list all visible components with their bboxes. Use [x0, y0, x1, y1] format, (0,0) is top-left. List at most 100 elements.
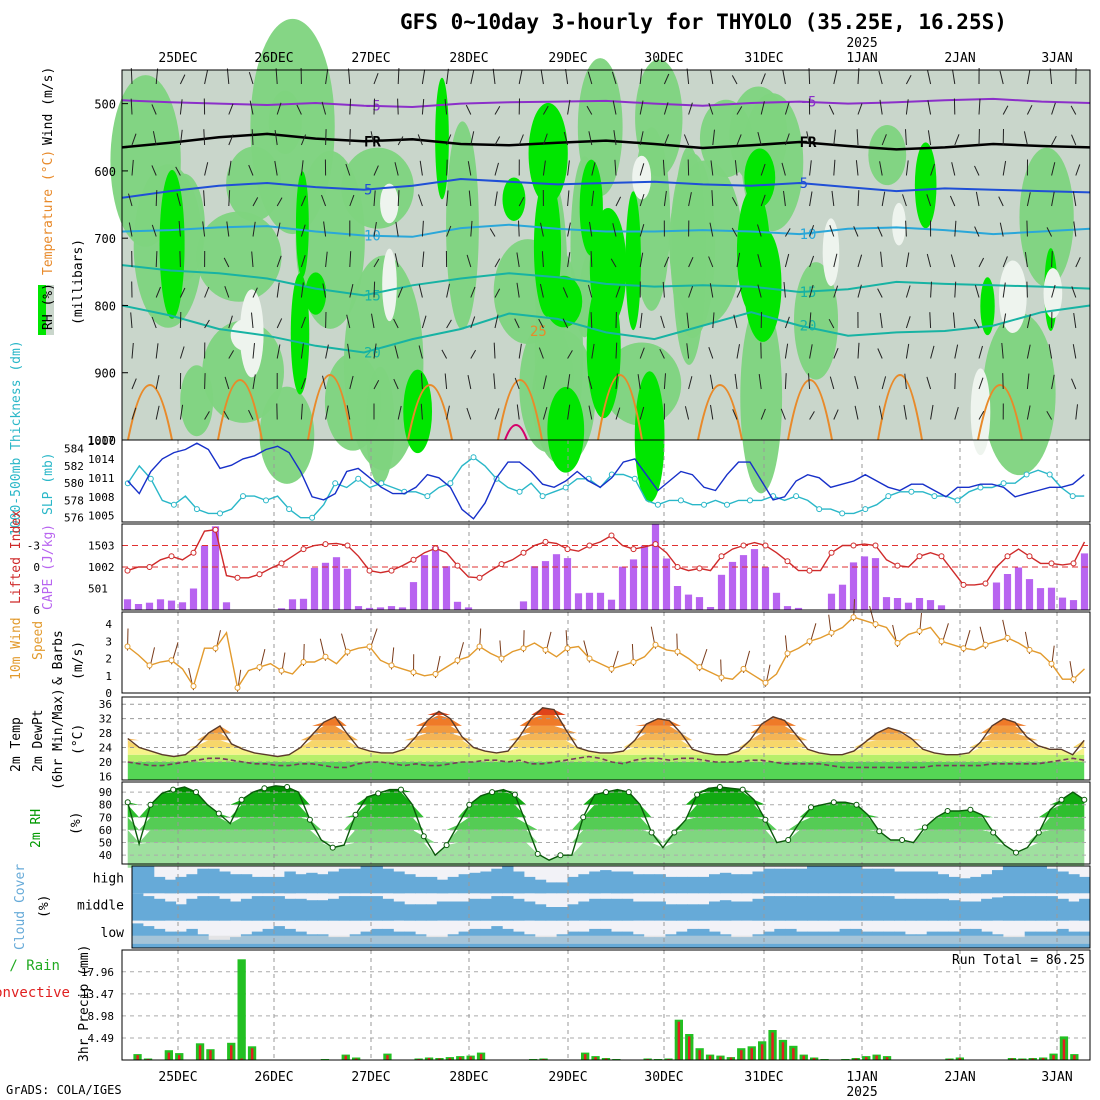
wind-barb [782, 69, 786, 85]
wind-barb [954, 134, 960, 146]
precip-convective-bar [354, 1058, 358, 1060]
wind-barb [586, 105, 593, 115]
wind-speed-line-point [322, 653, 329, 660]
cloud-cell-high [208, 868, 220, 894]
wind-barb [224, 286, 230, 298]
rh-tick-label: 90 [99, 786, 112, 799]
thickness-line-point [447, 480, 454, 487]
cloud-cell-high [894, 871, 906, 894]
cape-bar [343, 568, 352, 610]
precip-total-bar [237, 959, 246, 1060]
lifted-index-line-point [278, 560, 285, 567]
lifted-index-line-point [784, 558, 791, 565]
wind-barb [540, 69, 544, 85]
chart-title: GFS 0~10day 3-hourly for THYOLO (35.25E,… [400, 10, 1007, 34]
wind-barb [417, 134, 423, 146]
lifted-index-line-point [894, 562, 901, 569]
cloud-cell-high [883, 868, 895, 894]
wind-barb [540, 222, 544, 237]
wind-barb [204, 162, 209, 176]
cape-bar [145, 602, 154, 610]
wind-barb [999, 70, 1004, 85]
rh-band-high [545, 275, 583, 328]
lifted-index-line-point [652, 541, 659, 548]
cloud-cell-middle [796, 896, 808, 921]
rh2m-line-point [808, 804, 814, 811]
wind-barb [421, 69, 426, 85]
wind-tick-label: 0 [105, 687, 112, 700]
lifted-index-line-point [1070, 560, 1077, 567]
wind-barb [587, 376, 593, 390]
wind-barb [954, 281, 957, 298]
wind-barb [446, 190, 449, 207]
wind-barb [1026, 104, 1033, 115]
lifted-index-line-point [674, 564, 681, 570]
isotherm-25-arc [497, 379, 543, 441]
thickness-line-point [908, 488, 915, 495]
cape-bar [519, 601, 528, 610]
wind-barb [518, 343, 522, 359]
wind-barb [397, 136, 404, 146]
cloud-cell-high [719, 872, 732, 894]
wind-barb [494, 314, 499, 329]
thickness-tick-label: 578 [64, 494, 84, 507]
temperature-axis-label: Temperature (°C) [41, 150, 56, 275]
wind-barb [615, 407, 621, 420]
rh-band-high [914, 142, 937, 229]
rh-band [982, 312, 1056, 476]
cape-bar [728, 561, 737, 610]
cloud-cell-high [1079, 876, 1091, 894]
rh2m-line-point [147, 801, 154, 808]
rh-band [180, 365, 214, 437]
wind-speed-line-point [586, 655, 593, 662]
precip-convective-bar [865, 1057, 868, 1060]
wind-barb [467, 375, 472, 390]
cloud-cell-high [796, 868, 808, 894]
rh2m-line-point [625, 789, 632, 796]
wind-barb [203, 190, 206, 207]
top-date-label: 29DEC [548, 51, 587, 66]
li-tick-label: 6 [33, 604, 40, 617]
bottom-date-label: 31DEC [744, 1070, 783, 1085]
precip-convective-bar [1073, 1055, 1076, 1060]
wind-barb [542, 375, 547, 390]
cloud-cell-high [175, 876, 187, 894]
cloud-cell-high [142, 866, 155, 894]
cloud-cell-high [730, 874, 743, 894]
lifted-index-line-point [476, 574, 483, 581]
cloud-cell-high [349, 868, 362, 894]
wind-speed-line-point [762, 679, 769, 686]
rh2m-line-point [899, 837, 906, 843]
wind-barb [347, 343, 351, 359]
wind-barb [833, 409, 839, 420]
wind-speed-line-point [432, 671, 439, 677]
wind-barb [1026, 192, 1031, 207]
rh-axis-label: RH (%) [41, 283, 56, 330]
wind-barb [736, 106, 743, 115]
lifted-index-line-point [520, 549, 527, 556]
wind-barb [494, 191, 498, 207]
wind-speed-line-point [630, 659, 637, 665]
bottom-date-label: 26DEC [254, 1070, 293, 1085]
wind-barb [444, 373, 448, 390]
wind-barb [567, 99, 571, 115]
wind-barb [373, 73, 379, 85]
minmax-axis-label: (6hr Min/Max) [51, 688, 66, 790]
wind-barb [421, 98, 425, 115]
wind-barb [974, 165, 980, 176]
temp-fill-band [127, 747, 1085, 755]
wind-barb [1070, 105, 1077, 115]
cloud-cell-high [621, 871, 634, 894]
cloud-unit-label: (%) [37, 895, 52, 918]
wind-barb [808, 373, 811, 390]
wind-barb [712, 129, 715, 146]
wind-barb [393, 378, 399, 390]
cape-bar [354, 606, 363, 610]
wind-barb [952, 69, 956, 85]
cloud-cell-high [556, 882, 568, 894]
cape-bar [585, 592, 594, 610]
cloud-cell-high [632, 874, 645, 894]
cloud-cell-high [992, 870, 1004, 894]
wind-barb [760, 73, 766, 85]
cape-bar [431, 546, 440, 610]
